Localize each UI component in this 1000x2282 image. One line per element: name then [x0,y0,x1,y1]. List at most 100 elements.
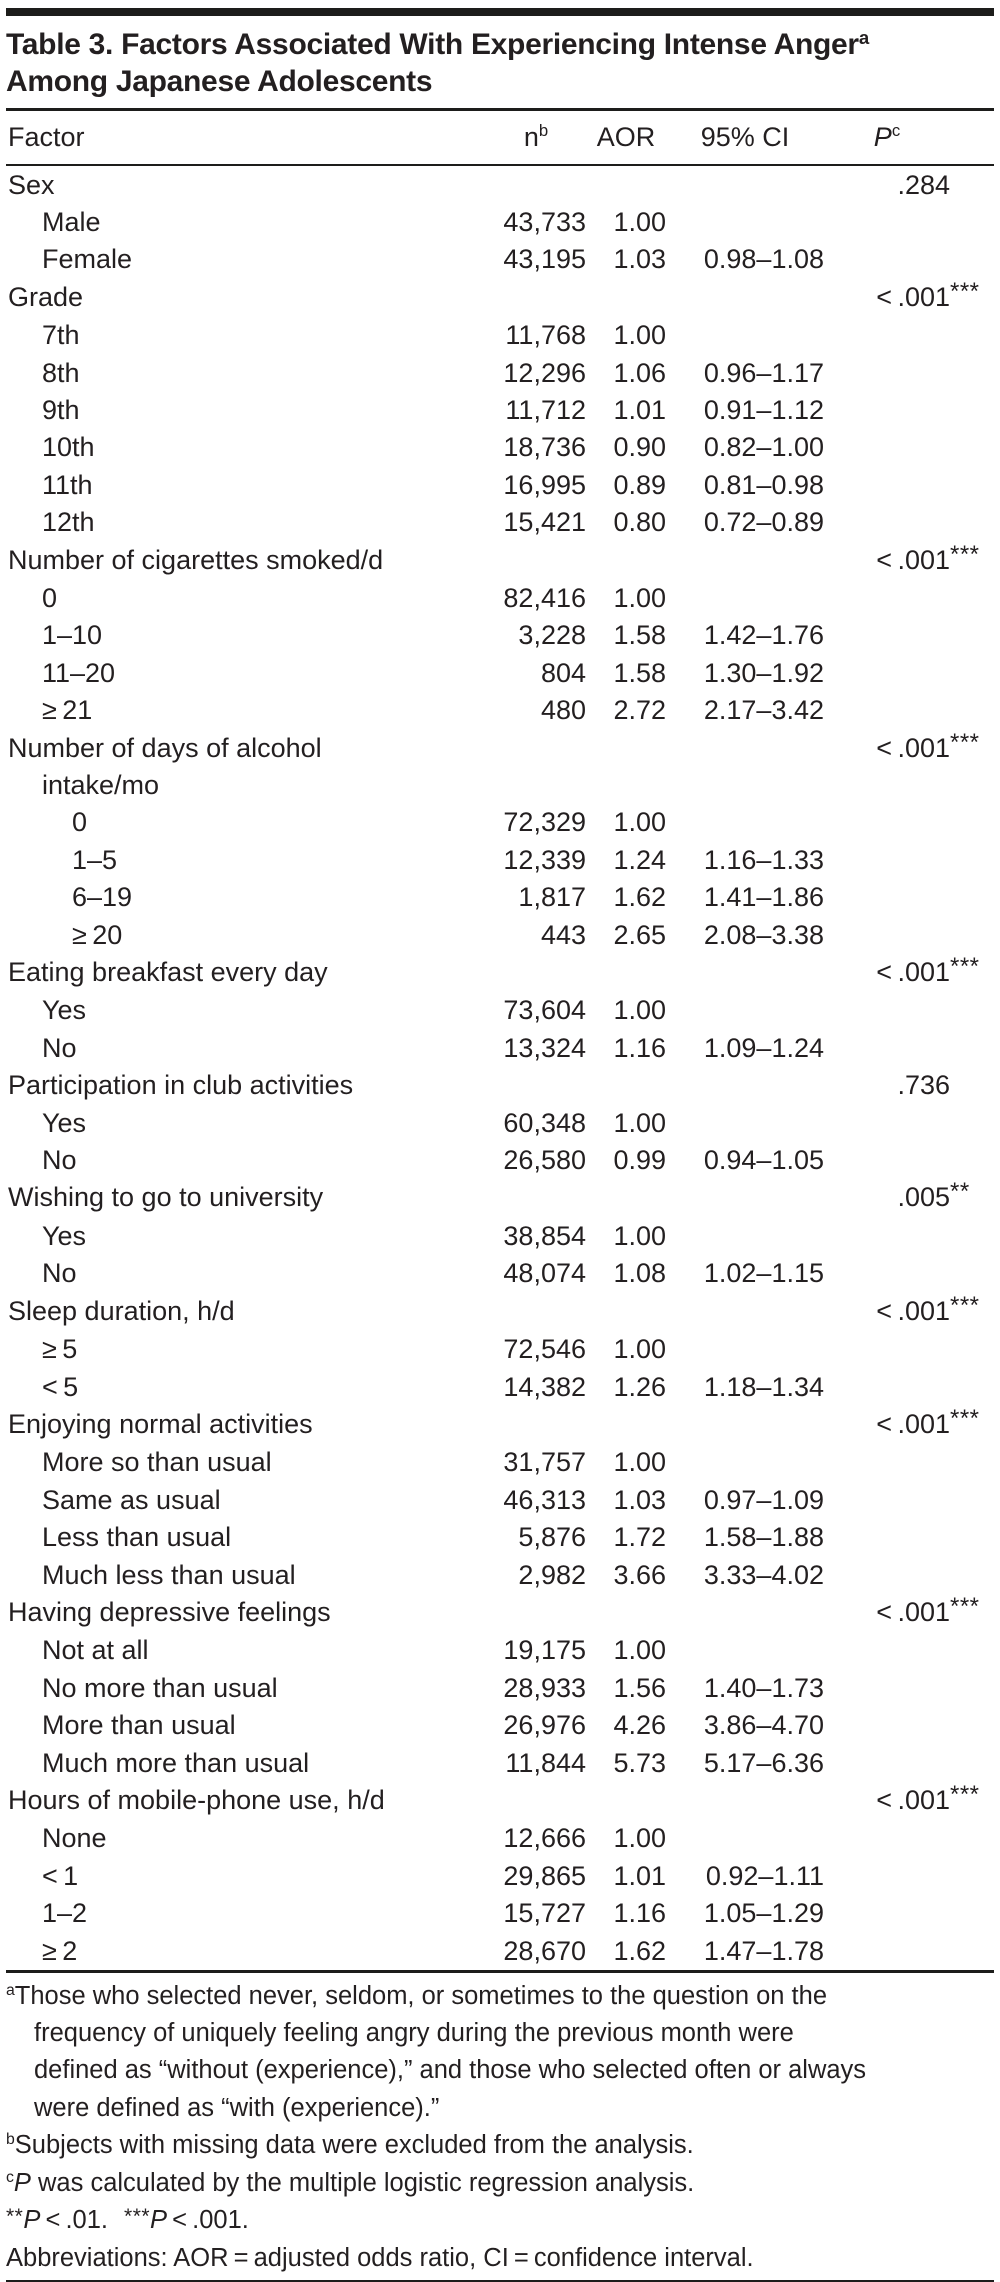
rule-below-body [6,1970,994,1973]
italic-p: P [23,2205,41,2234]
factor-label: Male [42,206,101,237]
significance-stars: *** [950,953,980,981]
factor-cell: Female [6,241,486,278]
factor-cell: < 1 [6,1858,486,1895]
table-row: 9th 11,712 1.01 0.91–1.12 [6,392,994,429]
aor-cell: 0.99 [613,1145,666,1176]
table-row: Female 43,195 1.03 0.98–1.08 [6,241,994,278]
factor-cell: 10th [6,429,486,466]
table-row: 8th 12,296 1.06 0.96–1.17 [6,355,994,392]
factor-label: Wishing to go to university [8,1182,324,1213]
factor-label: Yes [42,1107,87,1138]
p-stars: *** [950,729,994,768]
table-row: Enjoying normal activities < .001 *** [6,1405,994,1444]
factor-cell: < 5 [6,1369,486,1406]
ci-cell: 0.96–1.17 [703,357,824,388]
n-cell: 5,876 [518,1522,586,1553]
p-cell: < .001 [876,732,950,763]
aor-cell: 1.58 [613,657,666,688]
p-stars: *** [950,1781,994,1820]
ci-cell: 0.94–1.05 [703,1145,824,1176]
footnote-text: Subjects with missing data were excluded… [14,2131,694,2160]
table-row: ≥ 21 480 2.72 2.17–3.42 [6,692,994,729]
factor-cell: Much more than usual [6,1745,486,1782]
table-row: Much more than usual 11,844 5.73 5.17–6.… [6,1745,994,1782]
factor-label: Participation in club activities [8,1070,354,1101]
factor-label: ≥ 20 [72,919,123,950]
table-top-bar [6,8,994,16]
factor-label: Sleep duration, h/d [8,1295,235,1326]
significance-stars: *** [950,728,980,756]
ci-cell: 1.58–1.88 [703,1522,824,1553]
n-cell: 16,995 [503,469,586,500]
table-row: Having depressive feelings < .001 *** [6,1593,994,1632]
aor-cell: 1.00 [613,995,666,1026]
aor-cell: 1.00 [613,1447,666,1478]
p-cell: < .001 [876,281,950,312]
aor-cell: 1.06 [613,357,666,388]
n-cell: 46,313 [503,1484,586,1515]
table-row: Sleep duration, h/d < .001 *** [6,1292,994,1331]
n-cell: 73,604 [503,995,586,1026]
factor-label: No [42,1032,77,1063]
factor-cell: 8th [6,355,486,392]
significance-stars: *** [950,1404,980,1432]
col-header-p-text: P [873,121,892,152]
p-cell: < .001 [876,1295,950,1326]
factor-cell: 1–2 [6,1895,486,1932]
aor-cell: 4.26 [613,1710,666,1741]
aor-cell: 1.16 [613,1898,666,1929]
table-row: 0 72,329 1.00 [6,804,994,841]
table-row: 7th 11,768 1.00 [6,317,994,354]
title-footnote-marker-a: a [858,26,869,48]
aor-cell: 0.89 [613,469,666,500]
table-row: Grade < .001 *** [6,278,994,317]
factor-label: ≥ 5 [42,1334,78,1365]
factor-label: Hours of mobile-phone use, h/d [8,1784,385,1815]
factor-cell: Wishing to go to university [6,1179,486,1216]
n-cell: 11,844 [505,1747,586,1778]
aor-cell: 1.62 [613,882,666,913]
ci-cell: 1.30–1.92 [703,657,824,688]
p-cell: < .001 [876,544,950,575]
aor-cell: 1.24 [613,844,666,875]
p-cell: < .001 [876,1596,950,1627]
ci-cell: 3.86–4.70 [703,1710,824,1741]
factor-label: Female [42,244,133,275]
factor-cell: Yes [6,1218,486,1255]
footnote-line: defined as “without (experience),” and t… [6,2052,994,2089]
factor-cell: ≥ 21 [6,692,486,729]
aor-cell: 0.90 [613,432,666,463]
n-cell: 1,817 [518,882,586,913]
footnote-text: Those who selected never, seldom, or som… [14,1981,827,2010]
table-title: Table 3. Factors Associated With Experie… [6,26,994,100]
factor-cell: No more than usual [6,1670,486,1707]
aor-cell: 1.01 [613,1860,666,1891]
aor-cell: 1.01 [613,394,666,425]
factor-label: 6–19 [72,882,133,913]
aor-cell: 1.72 [613,1522,666,1553]
factor-label: 7th [42,320,80,351]
footnote-marker: b [6,2131,15,2149]
factor-label: None [42,1823,107,1854]
factor-cell: No [6,1030,486,1067]
factor-label: 12th [42,507,95,538]
footnotes: aThose who selected never, seldom, or so… [6,1973,994,2278]
table-row: Number of cigarettes smoked/d < .001 *** [6,541,994,580]
table-row: Not at all 19,175 1.00 [6,1632,994,1669]
p-cell: .736 [897,1070,950,1101]
aor-cell: 3.66 [613,1559,666,1590]
col-header-factor: Factor [8,121,85,152]
footnote-marker: a [6,1981,15,1999]
factor-label: No [42,1258,77,1289]
aor-cell: 1.00 [613,1635,666,1666]
factor-cell: More than usual [6,1707,486,1744]
table-row: Number of days of alcohol intake/mo < .00… [6,729,994,805]
factor-label: 10th [42,432,95,463]
factor-label: Not at all [42,1635,149,1666]
ci-cell: 2.17–3.42 [703,695,824,726]
aor-cell: 1.62 [613,1935,666,1966]
table-row: More than usual 26,976 4.26 3.86–4.70 [6,1707,994,1744]
ci-cell: 1.05–1.29 [703,1898,824,1929]
